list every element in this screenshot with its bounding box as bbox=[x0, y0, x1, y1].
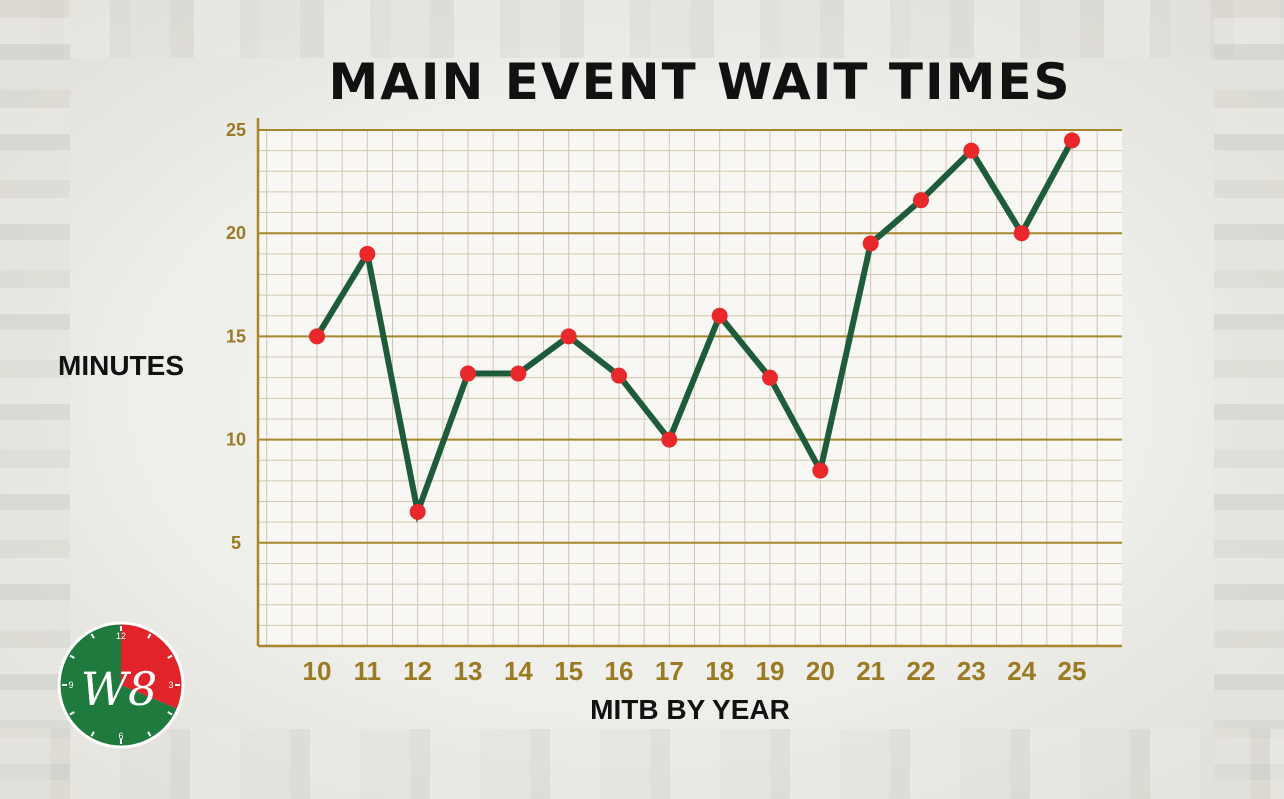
y-tick-label: 15 bbox=[226, 326, 246, 346]
data-point bbox=[611, 367, 627, 384]
data-point bbox=[711, 307, 728, 324]
y-tick-label: 5 bbox=[231, 533, 241, 553]
x-tick-label: 25 bbox=[1058, 656, 1087, 686]
x-tick-label: 14 bbox=[504, 656, 533, 686]
dial-6: 6 bbox=[118, 731, 123, 741]
x-tick-label: 21 bbox=[856, 656, 885, 686]
y-tick-label: 25 bbox=[226, 120, 246, 140]
chart-title: MAIN EVENT WAIT TIMES bbox=[328, 53, 1072, 111]
x-tick-label: 17 bbox=[655, 656, 684, 686]
background-texture-left bbox=[0, 0, 70, 799]
logo-green-half bbox=[59, 623, 121, 747]
data-point bbox=[560, 328, 577, 345]
clock-tick bbox=[69, 654, 75, 659]
data-point bbox=[309, 328, 325, 345]
clock-ticks bbox=[62, 626, 180, 744]
clock-tick bbox=[90, 633, 95, 639]
data-point bbox=[812, 462, 829, 479]
data-point bbox=[1013, 225, 1030, 242]
series-line bbox=[314, 138, 1075, 524]
x-tick-label: 23 bbox=[957, 656, 986, 686]
x-tick-label: 15 bbox=[554, 656, 583, 686]
data-point bbox=[661, 431, 678, 448]
data-point bbox=[762, 369, 778, 386]
clock-tick bbox=[147, 633, 152, 639]
logo-green-segment bbox=[121, 685, 178, 747]
data-point bbox=[510, 365, 527, 382]
y-axis-label: MINUTES bbox=[58, 350, 184, 381]
dial-12: 12 bbox=[116, 631, 126, 641]
data-point bbox=[1064, 132, 1080, 149]
data-point bbox=[460, 365, 476, 382]
data-point bbox=[963, 142, 980, 159]
x-axis-label: MITB BY YEAR bbox=[590, 694, 790, 725]
x-tick-label: 18 bbox=[705, 656, 734, 686]
data-point bbox=[409, 503, 426, 520]
x-tick-label: 13 bbox=[454, 656, 483, 686]
x-tick-label: 20 bbox=[806, 656, 835, 686]
x-tick-label: 10 bbox=[303, 656, 332, 686]
x-tick-label: 22 bbox=[907, 656, 936, 686]
clock-tick bbox=[167, 654, 173, 659]
y-tick-label: 20 bbox=[226, 223, 246, 243]
axes bbox=[256, 118, 1122, 648]
background-texture-right bbox=[1214, 0, 1284, 799]
x-tick-label: 12 bbox=[403, 656, 432, 686]
x-tick-labels: 10 11 12 13 14 15 16 17 18 19 20 21 22 23 24 25 bbox=[303, 656, 1087, 686]
w8-logo: 12 3 6 9 W8 bbox=[57, 621, 185, 749]
x-tick-label: 19 bbox=[756, 656, 785, 686]
data-point bbox=[913, 192, 929, 209]
clock-tick bbox=[90, 731, 95, 737]
y-tick-labels: 5 10 15 20 25 bbox=[226, 120, 246, 553]
logo-text: W8 bbox=[81, 662, 158, 716]
background-texture-top bbox=[0, 0, 1284, 58]
dial-9: 9 bbox=[68, 680, 73, 690]
clock-tick bbox=[69, 711, 75, 716]
data-point bbox=[862, 235, 879, 252]
dial-3: 3 bbox=[168, 680, 173, 690]
x-tick-label: 24 bbox=[1007, 656, 1036, 686]
x-tick-label: 16 bbox=[605, 656, 634, 686]
data-point bbox=[359, 245, 376, 262]
series-group bbox=[309, 132, 1080, 524]
clock-tick bbox=[147, 731, 152, 737]
background-texture-bottom bbox=[0, 729, 1284, 799]
logo-ring bbox=[57, 621, 185, 749]
x-tick-label: 11 bbox=[354, 656, 382, 686]
clock-tick bbox=[167, 711, 173, 716]
y-tick-label: 10 bbox=[226, 430, 246, 450]
